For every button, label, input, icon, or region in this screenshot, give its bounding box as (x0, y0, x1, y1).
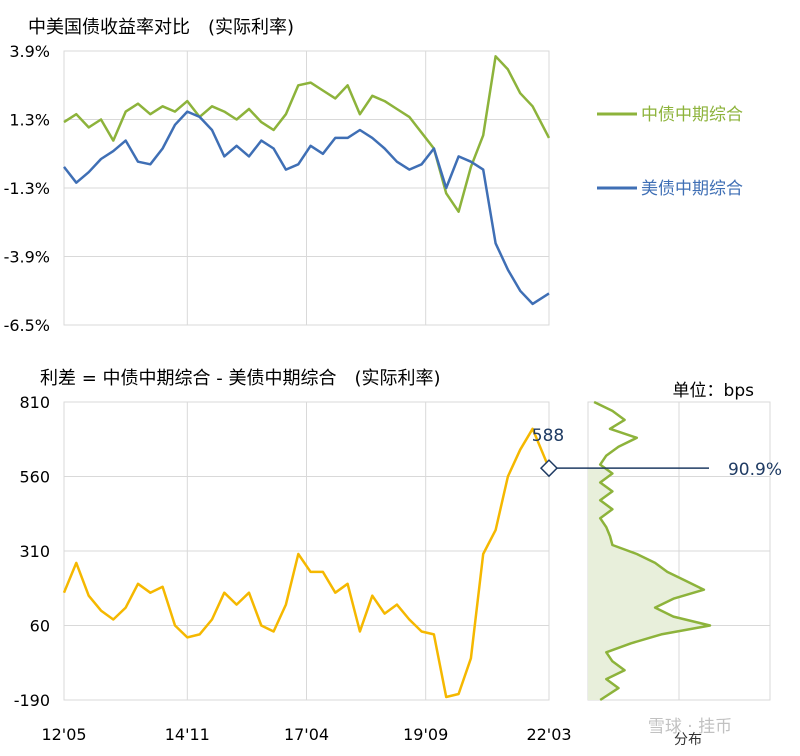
distribution-group (588, 400, 712, 702)
top-y-tick-label: -6.5% (4, 316, 50, 335)
bottom-gridlines (64, 401, 770, 701)
top-gridlines (64, 50, 549, 326)
bottom-y-axis: 810 560 310 60 -190 (14, 393, 50, 710)
bottom-y-tick-label: -190 (14, 691, 50, 710)
distribution-fill (588, 468, 710, 700)
top-y-tick-label: -1.3% (4, 179, 50, 198)
bottom-y-tick-label: 810 (19, 393, 50, 412)
watermark: 雪球 · 挂币 (648, 717, 732, 737)
x-tick-label: 19'09 (403, 725, 448, 744)
top-chart-title: 中美国债收益率对比 (实际利率) (28, 17, 294, 38)
unit-label: 单位：bps (673, 381, 755, 401)
top-y-tick-label: -3.9% (4, 248, 50, 267)
bottom-y-tick-label: 560 (19, 468, 50, 487)
distribution-axis-label: 分布 (674, 732, 702, 748)
x-tick-label: 14'11 (165, 725, 210, 744)
latest-value-marker-group (539, 459, 709, 478)
x-tick-label: 17'04 (284, 725, 329, 744)
bottom-series-group (62, 427, 551, 699)
top-series-group (63, 55, 551, 306)
top-y-axis: 3.9% 1.3% -1.3% -3.9% -6.5% (4, 42, 50, 335)
legend-label-cn: 中债中期综合 (641, 105, 743, 125)
top-y-tick-label: 3.9% (9, 42, 50, 61)
x-tick-label: 22'03 (526, 725, 571, 744)
x-tick-label: 12'05 (41, 725, 86, 744)
series-line-us (63, 110, 550, 306)
series-line-spread (62, 427, 551, 699)
bottom-chart-title: 利差 = 中债中期综合 - 美债中期综合 (实际利率) (40, 368, 441, 389)
latest-value-label: 588 (532, 426, 564, 446)
distribution-curve (593, 400, 712, 702)
legend-label-us: 美债中期综合 (641, 179, 743, 199)
bottom-y-tick-label: 60 (30, 617, 50, 636)
latest-value-diamond (539, 459, 559, 478)
bottom-y-tick-label: 310 (19, 542, 50, 561)
bottom-x-axis: 12'05 14'11 17'04 19'09 22'03 (41, 725, 571, 744)
series-line-cn (63, 55, 551, 213)
top-y-tick-label: 1.3% (9, 111, 50, 130)
percentile-label: 90.9% (728, 460, 782, 480)
